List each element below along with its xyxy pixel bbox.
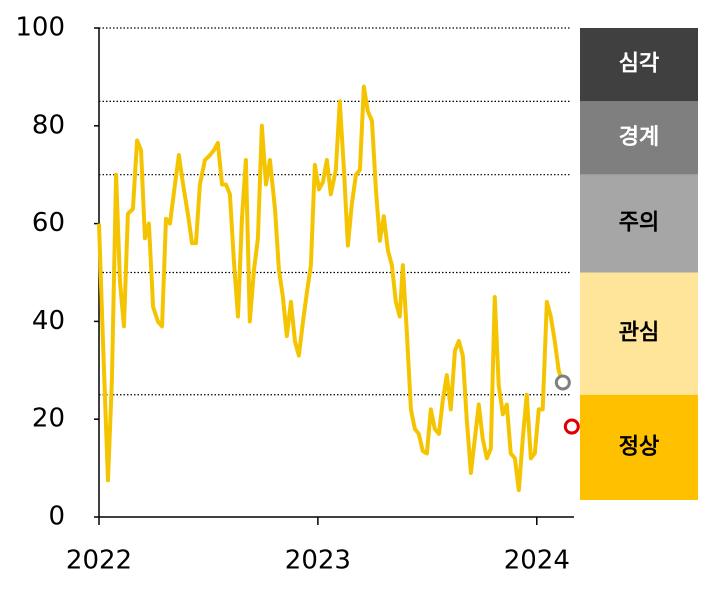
y-tick-label: 20	[32, 404, 65, 434]
y-tick-label: 0	[48, 502, 65, 532]
data-line	[97, 84, 565, 493]
band-box	[580, 272, 698, 395]
band-box	[580, 101, 698, 175]
y-tick-label: 40	[32, 306, 65, 336]
band-label: 관심	[619, 321, 659, 346]
x-tick-label: 2022	[66, 546, 132, 576]
band-box	[580, 174, 698, 273]
y-tick-label: 80	[32, 110, 65, 140]
band-label: 심각	[619, 52, 659, 77]
x-tick-label: 2023	[285, 546, 351, 576]
x-tick-label: 2024	[504, 546, 570, 576]
marker	[563, 418, 580, 435]
band-label: 경계	[619, 125, 659, 150]
y-tick-label: 60	[32, 208, 65, 238]
marker	[554, 374, 571, 391]
band-label: 주의	[619, 211, 659, 236]
y-tick-label: 100	[15, 13, 65, 43]
band-box	[580, 28, 698, 102]
band-box	[580, 394, 698, 500]
band-label: 정상	[619, 434, 659, 459]
